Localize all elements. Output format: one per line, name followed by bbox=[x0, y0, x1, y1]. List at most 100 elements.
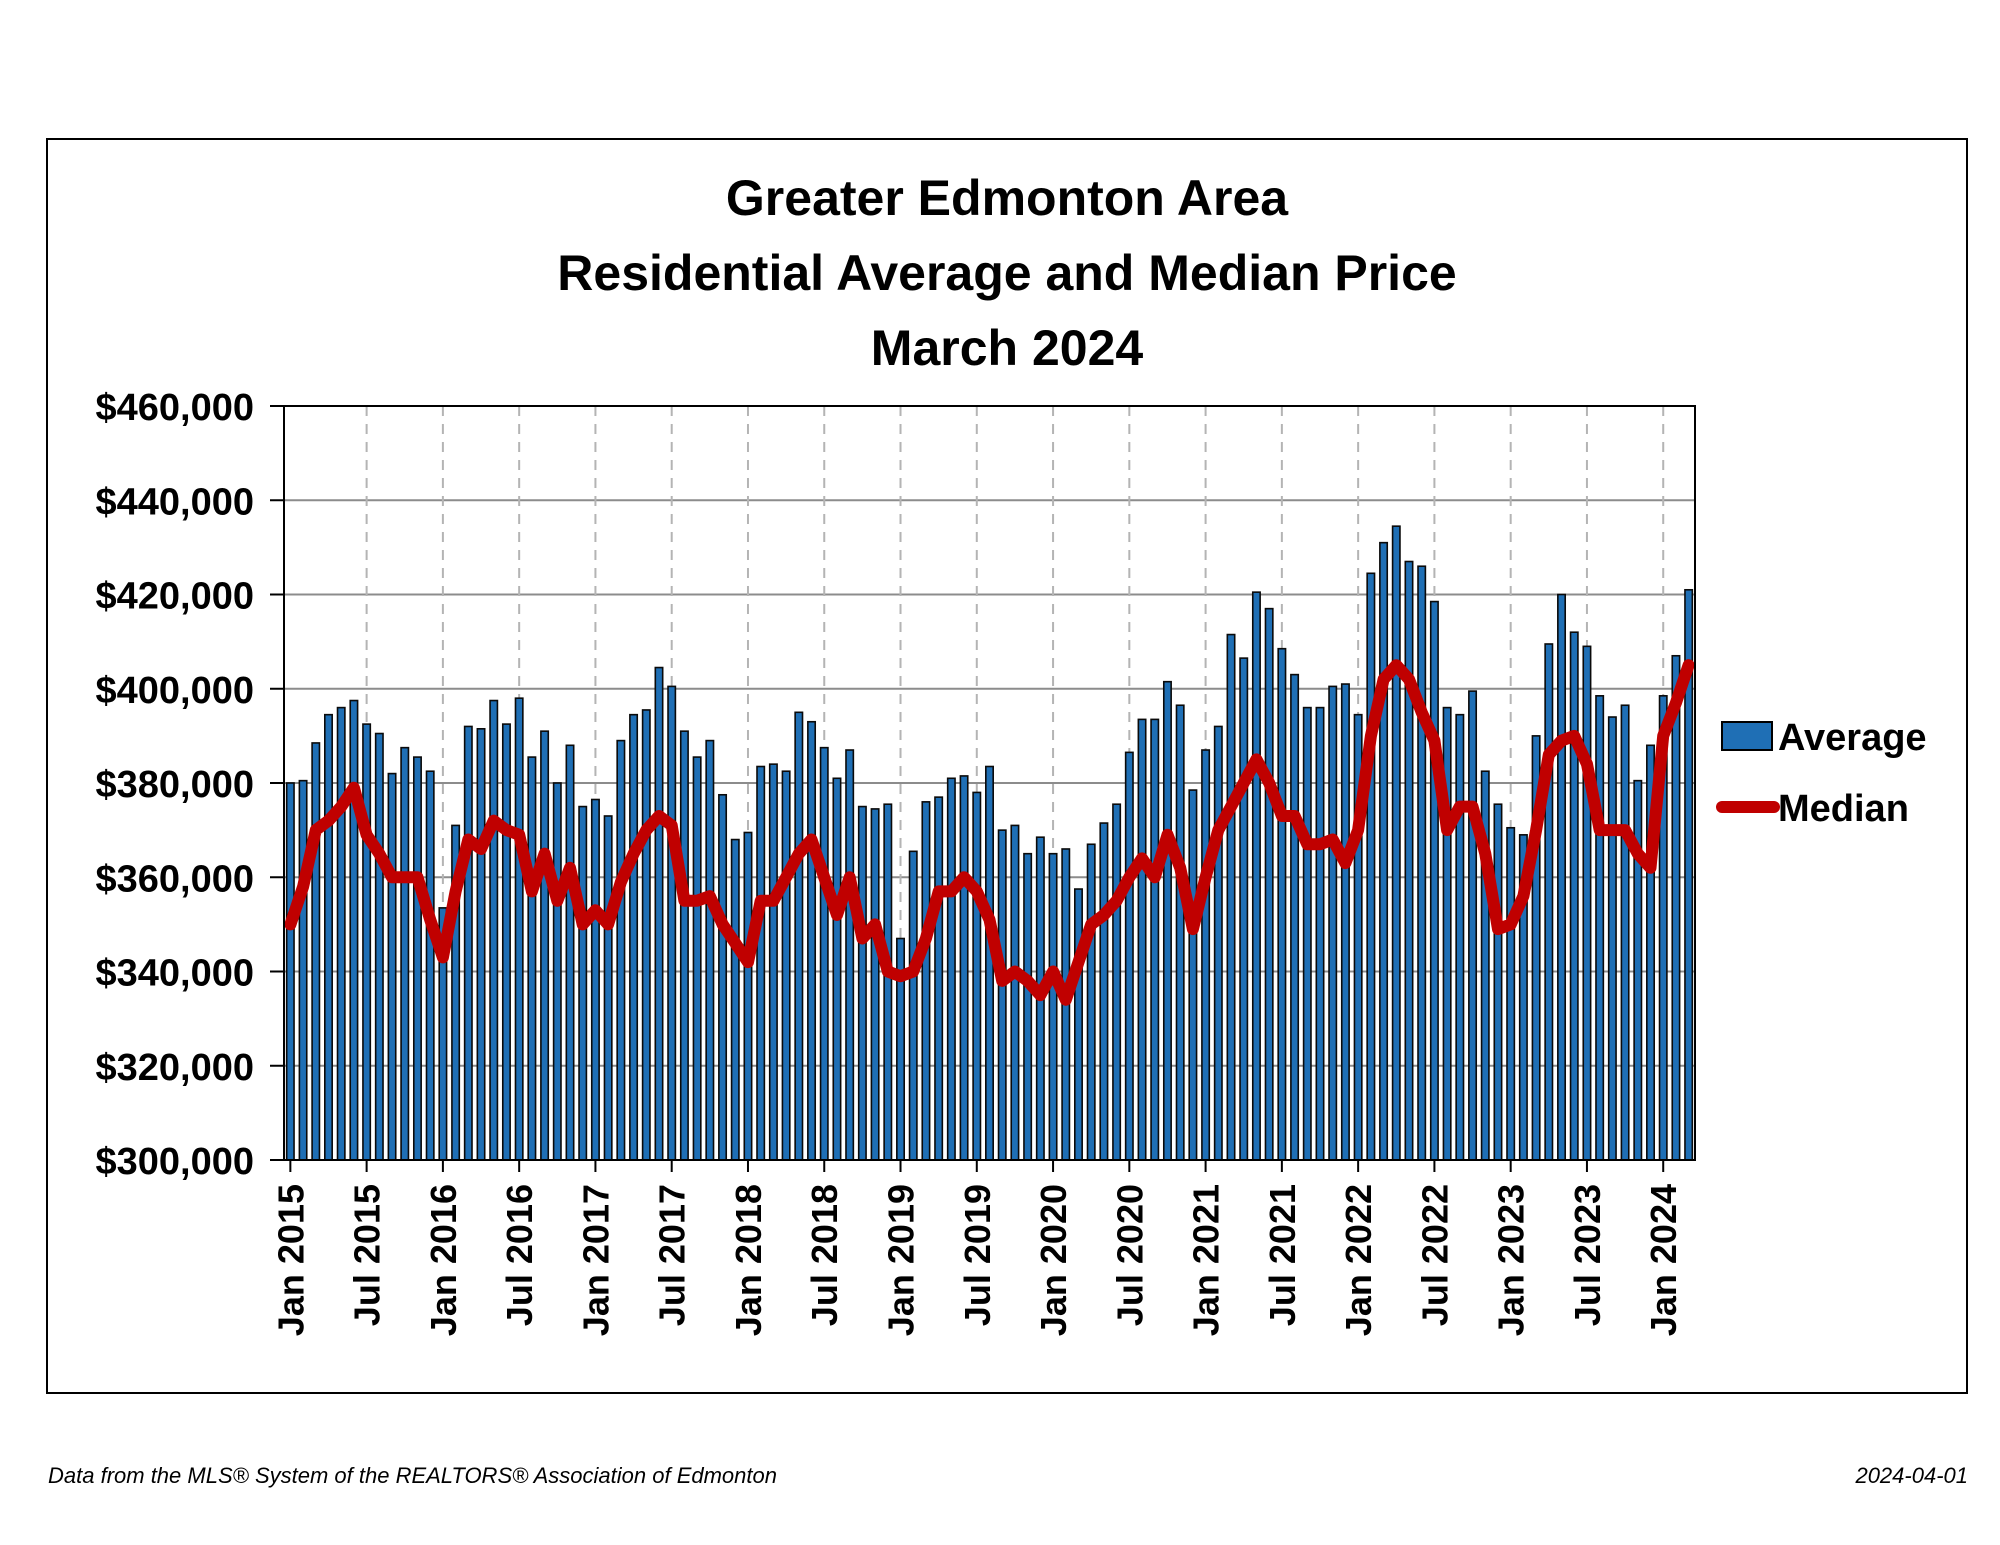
average-bar bbox=[832, 777, 842, 1161]
y-tick-label: $300,000 bbox=[96, 1141, 255, 1183]
average-bar bbox=[1213, 725, 1223, 1161]
average-bar bbox=[1226, 633, 1236, 1161]
x-tick-label: Jan 2021 bbox=[1186, 1184, 1227, 1336]
average-bar bbox=[387, 772, 397, 1161]
average-bar bbox=[1391, 525, 1401, 1161]
average-bar bbox=[959, 775, 969, 1161]
legend-median-label: Median bbox=[1778, 788, 1909, 830]
average-bar bbox=[590, 798, 600, 1161]
footer-date: 2024-04-01 bbox=[1855, 1463, 1968, 1488]
average-bar bbox=[1506, 826, 1516, 1161]
average-bar bbox=[1251, 591, 1261, 1161]
average-bar bbox=[1429, 600, 1439, 1161]
average-bar bbox=[1379, 541, 1389, 1161]
average-bar bbox=[501, 723, 511, 1161]
average-bar bbox=[336, 706, 346, 1161]
average-bar bbox=[1099, 822, 1109, 1161]
chart-title-line-3: March 2024 bbox=[870, 320, 1144, 376]
x-tick-label: Jan 2023 bbox=[1491, 1184, 1532, 1336]
average-bar bbox=[629, 713, 639, 1161]
average-bar bbox=[1607, 716, 1617, 1161]
x-tick-label: Jul 2017 bbox=[652, 1184, 693, 1326]
average-bar bbox=[1340, 683, 1350, 1161]
average-bar bbox=[324, 713, 333, 1161]
average-bar bbox=[1112, 803, 1122, 1161]
average-bar bbox=[565, 744, 575, 1161]
average-bar bbox=[1404, 560, 1414, 1161]
axes: $300,000 $320,000 $340,000 $360,000 $380,000… bbox=[96, 387, 1696, 1336]
x-tick-label: Jan 2019 bbox=[881, 1184, 922, 1336]
average-bar bbox=[1162, 680, 1172, 1161]
y-tick-label: $340,000 bbox=[96, 953, 255, 995]
average-bar bbox=[1544, 643, 1554, 1161]
average-bar bbox=[946, 777, 956, 1161]
average-bar bbox=[1150, 718, 1160, 1161]
average-bar bbox=[705, 739, 715, 1161]
average-bar bbox=[603, 815, 613, 1161]
legend-average-swatch bbox=[1721, 721, 1773, 751]
average-bar bbox=[730, 838, 740, 1161]
median-line-layer bbox=[284, 659, 1695, 1006]
average-bar bbox=[1582, 645, 1592, 1161]
x-tick-label: Jan 2020 bbox=[1033, 1184, 1074, 1336]
average-bar bbox=[578, 805, 588, 1161]
chart-title-line-1: Greater Edmonton Area bbox=[725, 170, 1289, 226]
median-line bbox=[284, 659, 1695, 1006]
average-bar bbox=[552, 782, 562, 1161]
average-bar bbox=[1302, 706, 1312, 1161]
y-tick-label: $400,000 bbox=[96, 670, 255, 712]
average-bar bbox=[654, 666, 664, 1161]
average-bar bbox=[934, 796, 944, 1161]
average-bar bbox=[794, 711, 804, 1161]
average-bar bbox=[463, 725, 473, 1161]
average-bar bbox=[1010, 824, 1020, 1161]
average-bar bbox=[1086, 843, 1096, 1161]
average-bar bbox=[985, 765, 994, 1161]
average-bar bbox=[1468, 690, 1478, 1161]
average-bar bbox=[1175, 704, 1185, 1161]
average-bar bbox=[743, 831, 753, 1161]
average-bar bbox=[768, 763, 778, 1161]
average-bar bbox=[412, 756, 422, 1161]
average-bar bbox=[1493, 803, 1503, 1161]
x-tick-label: Jul 2021 bbox=[1262, 1184, 1303, 1326]
average-bar bbox=[1620, 704, 1630, 1161]
x-tick-label: Jul 2019 bbox=[957, 1184, 998, 1326]
average-bar bbox=[819, 746, 829, 1161]
average-bar bbox=[400, 746, 410, 1161]
average-bar bbox=[540, 730, 550, 1161]
average-bar bbox=[1023, 852, 1033, 1161]
average-bar bbox=[1557, 593, 1567, 1161]
x-tick-label: Jul 2016 bbox=[499, 1184, 540, 1326]
average-bar bbox=[489, 699, 499, 1161]
average-bar bbox=[667, 685, 677, 1161]
average-bar bbox=[374, 732, 384, 1161]
average-bar bbox=[425, 770, 435, 1161]
x-tick-label: Jan 2024 bbox=[1643, 1184, 1684, 1336]
average-bar bbox=[1264, 607, 1274, 1161]
average-bar bbox=[756, 765, 766, 1161]
average-bar bbox=[1201, 749, 1211, 1161]
average-bar bbox=[285, 782, 295, 1161]
footer-source-note: Data from the MLS® System of the REALTOR… bbox=[48, 1463, 777, 1488]
average-bar bbox=[311, 742, 321, 1161]
average-bar bbox=[1239, 657, 1249, 1161]
legend-average-label: Average bbox=[1778, 717, 1927, 759]
x-tick-label: Jan 2015 bbox=[270, 1184, 311, 1336]
y-tick-label: $440,000 bbox=[96, 481, 255, 523]
legend: Average Median bbox=[1716, 717, 1927, 830]
average-bar bbox=[1073, 888, 1083, 1161]
x-tick-label: Jan 2018 bbox=[728, 1184, 769, 1336]
average-bar bbox=[1455, 713, 1465, 1161]
average-bar bbox=[781, 770, 791, 1161]
average-bar bbox=[1328, 685, 1338, 1161]
average-bar bbox=[908, 850, 918, 1161]
average-bar bbox=[1137, 718, 1147, 1161]
y-tick-label: $360,000 bbox=[96, 858, 255, 900]
average-bar bbox=[972, 791, 982, 1161]
average-bar bbox=[349, 699, 359, 1161]
average-bar bbox=[1124, 751, 1134, 1161]
average-bar bbox=[845, 749, 855, 1161]
x-tick-label: Jul 2020 bbox=[1109, 1184, 1150, 1326]
